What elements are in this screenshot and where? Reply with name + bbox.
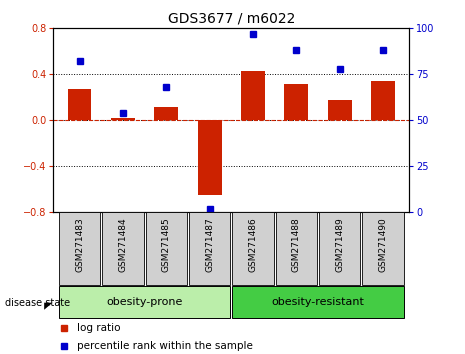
Text: GSM271483: GSM271483 (75, 218, 84, 273)
Bar (232, 212, 274, 285)
Bar (276, 212, 317, 285)
Polygon shape (44, 303, 53, 310)
Bar (371, 81, 395, 120)
Text: disease state: disease state (5, 298, 70, 308)
Bar (59, 212, 100, 285)
Bar (241, 71, 265, 120)
Bar (328, 100, 352, 120)
Bar (319, 212, 360, 285)
Text: GSM271489: GSM271489 (335, 218, 344, 273)
Text: log ratio: log ratio (77, 323, 120, 333)
Text: GSM271487: GSM271487 (205, 218, 214, 273)
Bar (67, 89, 92, 120)
Text: GSM271485: GSM271485 (162, 218, 171, 273)
Bar (198, 120, 222, 195)
Title: GDS3677 / m6022: GDS3677 / m6022 (168, 12, 295, 26)
Text: GSM271488: GSM271488 (292, 218, 301, 273)
Bar (59, 286, 230, 318)
Bar (102, 212, 144, 285)
Bar (363, 212, 404, 285)
Text: obesity-resistant: obesity-resistant (272, 297, 365, 307)
Text: GSM271490: GSM271490 (379, 218, 388, 273)
Bar (154, 107, 178, 120)
Bar (189, 212, 230, 285)
Text: GSM271486: GSM271486 (248, 218, 258, 273)
Text: GSM271484: GSM271484 (119, 218, 127, 272)
Text: percentile rank within the sample: percentile rank within the sample (77, 341, 252, 351)
Bar (285, 84, 308, 120)
Bar (111, 118, 135, 120)
Text: obesity-prone: obesity-prone (106, 297, 183, 307)
Bar (146, 212, 187, 285)
Bar (232, 286, 404, 318)
